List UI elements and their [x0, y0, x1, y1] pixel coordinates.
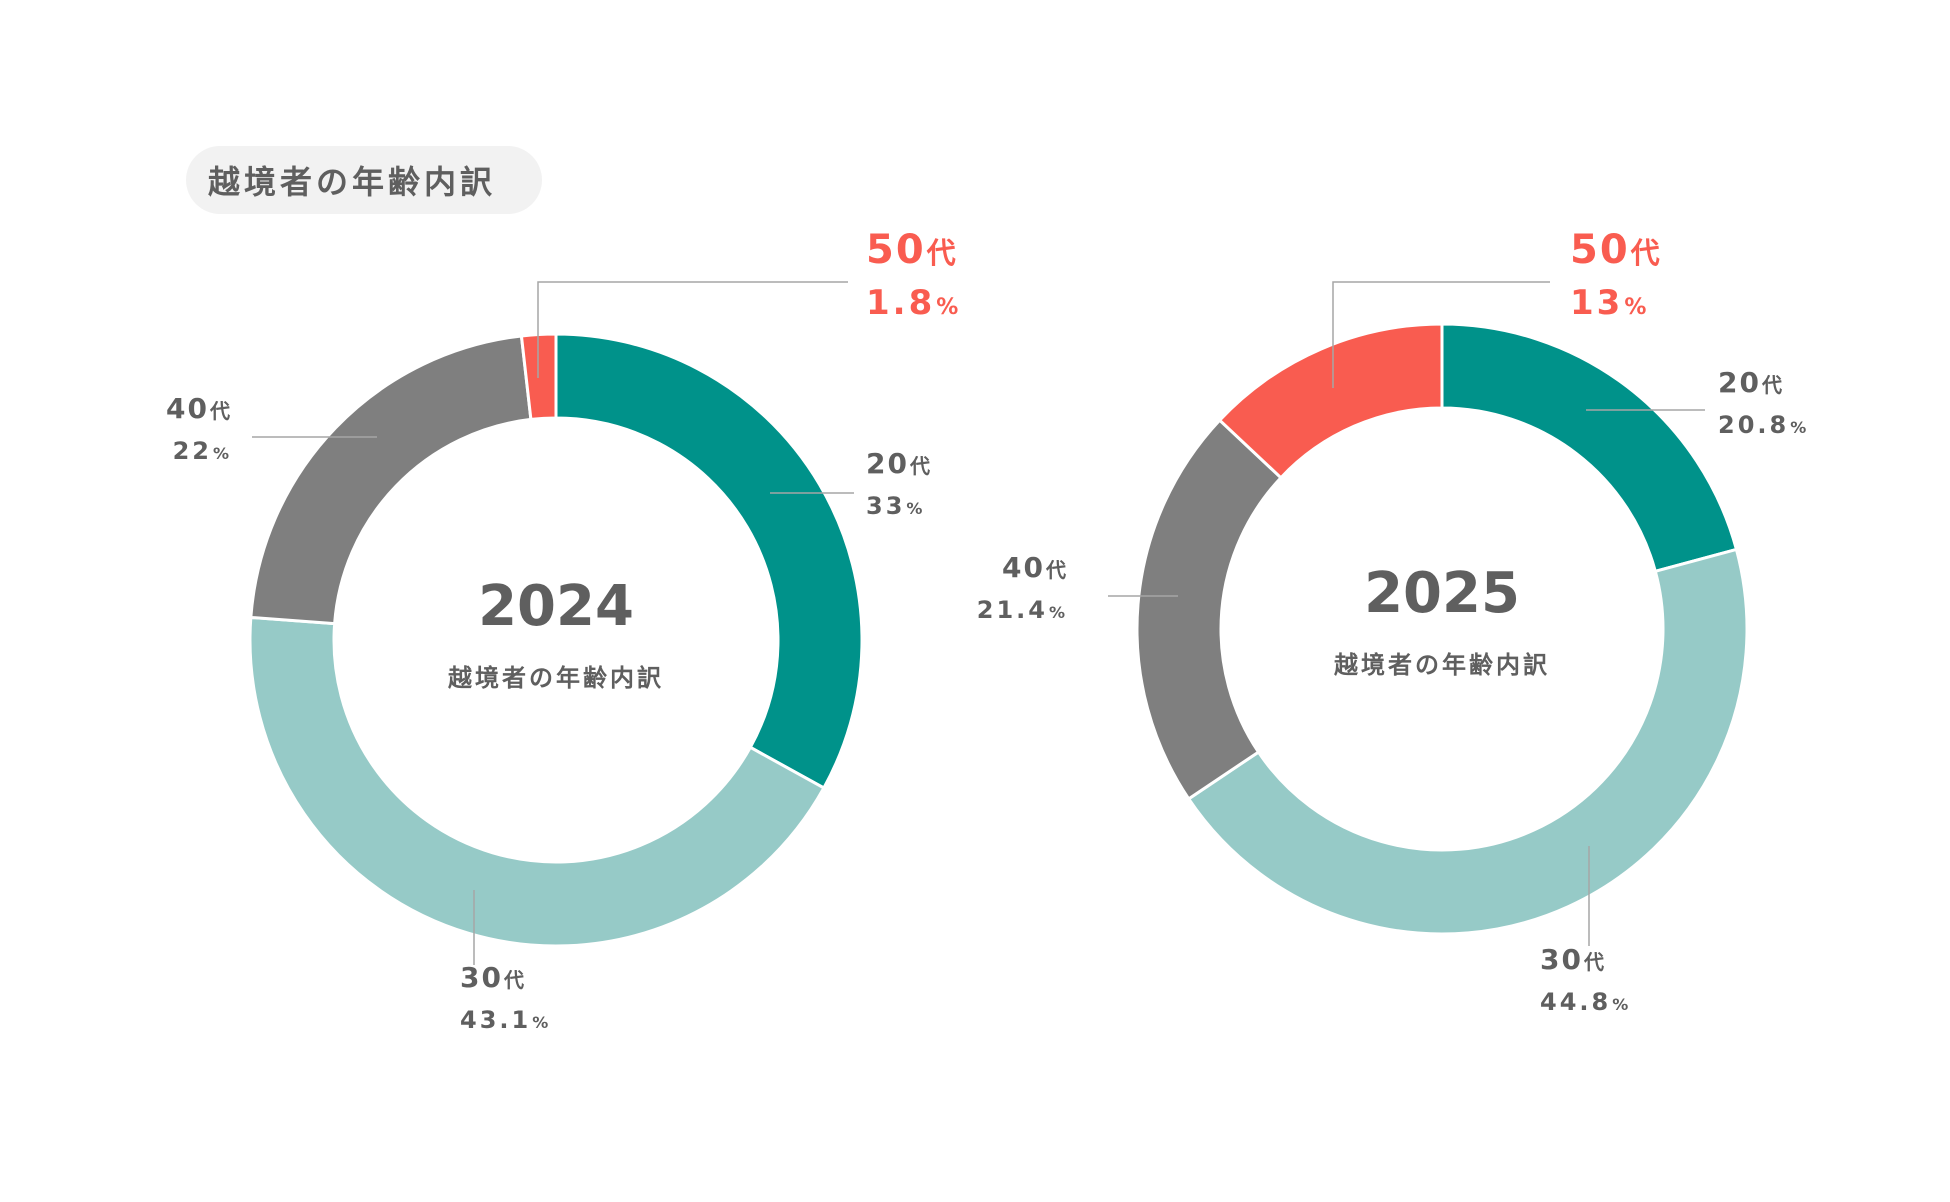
donut-chart-2024: 2024 越境者の年齢内訳 20代 33% 30代 43.1% 40代 22% 50代 1.8%	[166, 227, 961, 1034]
center-sublabel: 越境者の年齢内訳	[448, 664, 664, 692]
slice-40s	[1135, 418, 1283, 801]
slice-value-30s: 43.1%	[460, 1006, 551, 1034]
slice-40s	[249, 334, 533, 626]
slice-50s	[1218, 322, 1444, 480]
slice-value-50s: 1.8%	[866, 283, 961, 323]
slice-value-20s: 20.8%	[1718, 411, 1809, 439]
slice-30s	[1187, 547, 1749, 936]
slice-label-50s: 50代	[866, 227, 958, 273]
slice-label-50s: 50代	[1570, 227, 1662, 273]
slice-value-50s: 13%	[1570, 283, 1649, 323]
donut-chart-2025: 2025 越境者の年齢内訳 20代 20.8% 30代 44.8% 40代 21.4% 50代 1…	[977, 227, 1809, 1016]
header-title: 越境者の年齢内訳	[208, 163, 497, 201]
leader-line-50s	[537, 281, 848, 378]
slice-label-30s: 30代	[460, 961, 526, 994]
center-year-label: 2024	[478, 574, 634, 639]
slice-20s	[1440, 322, 1738, 573]
slice-value-20s: 33%	[866, 492, 925, 520]
header-pill	[186, 146, 542, 214]
center-sublabel: 越境者の年齢内訳	[1334, 651, 1550, 679]
slice-label-40s: 40代	[166, 392, 232, 425]
slice-value-40s: 22%	[173, 437, 232, 465]
center-year-label: 2025	[1364, 561, 1520, 626]
slice-label-20s: 20代	[866, 447, 932, 480]
slice-30s	[248, 615, 826, 948]
leader-line-50s	[1332, 281, 1550, 388]
slice-label-20s: 20代	[1718, 366, 1784, 399]
slice-20s	[554, 332, 864, 790]
slice-value-30s: 44.8%	[1540, 988, 1631, 1016]
slice-label-30s: 30代	[1540, 943, 1606, 976]
slice-label-40s: 40代	[1002, 551, 1068, 584]
slice-value-40s: 21.4%	[977, 596, 1068, 624]
